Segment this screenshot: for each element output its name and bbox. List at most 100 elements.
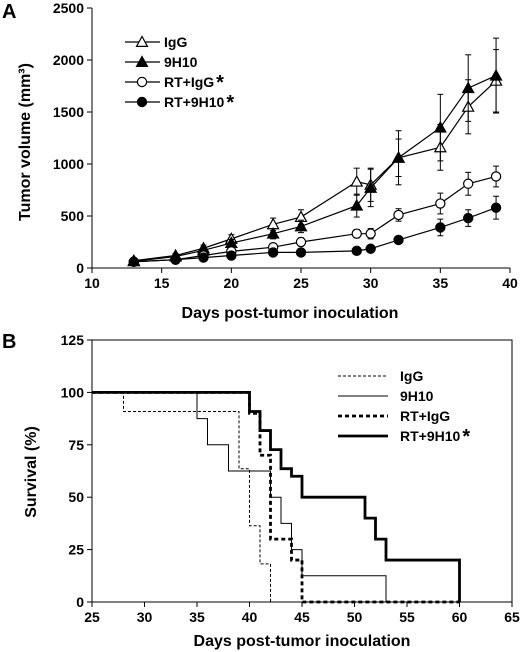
survival-x-tick-label: 25 — [84, 609, 100, 625]
panel-a-label: A — [2, 1, 16, 23]
tumor-volume-point — [128, 256, 139, 267]
tumor-volume-point — [393, 234, 404, 246]
survival-y-tick-label: 50 — [68, 489, 84, 505]
survival-x-tick-label: 65 — [504, 609, 520, 625]
tumor-volume-point — [198, 252, 209, 263]
survival-y-tick-label: 125 — [61, 332, 85, 348]
tumor-volume-y-axis-title: Tumor volume (mm³) — [17, 63, 34, 221]
tumor-volume-legend-item: IgG — [125, 34, 187, 50]
tumor-volume-chart: 10 15 20 25 30 35 40 0 500 1000 1500 2000 2500 Tumor… — [17, 0, 518, 322]
tumor-volume-point — [463, 178, 474, 189]
survival-curve-igg — [92, 391, 302, 603]
legend-marker — [136, 76, 148, 88]
tumor-volume-x-tick-label: 30 — [363, 275, 379, 291]
tumor-volume-legend-label: RT+9H10 — [164, 94, 225, 110]
survival-x-tick-label: 55 — [399, 609, 415, 625]
tumor-volume-point — [393, 209, 404, 221]
tumor-volume-point — [461, 81, 475, 94]
survival-x-tick-label: 35 — [189, 609, 205, 625]
tumor-volume-point — [295, 247, 307, 258]
tumor-volume-point — [365, 243, 376, 254]
survival-legend-label: RT+IgG — [400, 408, 450, 424]
tumor-volume-point — [490, 202, 502, 213]
tumor-volume-point — [463, 212, 474, 224]
panel-b-label: B — [2, 331, 16, 353]
significance-star: * — [216, 72, 224, 94]
significance-star: * — [462, 426, 470, 448]
significance-star: * — [226, 92, 234, 114]
survival-legend-item: RT+9H10 * — [338, 426, 470, 448]
tumor-volume-axes: 10 15 20 25 30 35 40 0 500 1000 1500 2000 2500 — [53, 0, 518, 291]
tumor-volume-line — [133, 80, 497, 262]
tumor-volume-legend-item: RT+IgG * — [125, 72, 224, 94]
survival-legend-label: RT+9H10 — [400, 428, 461, 444]
tumor-volume-x-tick-label: 25 — [293, 275, 309, 291]
tumor-volume-point — [433, 120, 447, 133]
tumor-volume-y-tick-label: 2500 — [53, 0, 84, 16]
survival-x-tick-label: 40 — [242, 609, 258, 625]
tumor-volume-point — [267, 247, 279, 258]
survival-x-tick-label: 60 — [452, 609, 468, 625]
tumor-volume-legend-label: 9H10 — [164, 54, 198, 70]
tumor-volume-point — [350, 174, 364, 187]
tumor-volume-legend-label: RT+IgG — [164, 74, 214, 90]
tumor-volume-series — [127, 37, 503, 267]
tumor-volume-point — [266, 226, 280, 239]
legend-marker — [135, 55, 149, 68]
tumor-volume-point — [392, 151, 406, 163]
tumor-volume-y-tick-label: 1500 — [53, 104, 84, 120]
survival-legend-item: RT+IgG — [338, 408, 450, 424]
tumor-volume-point — [489, 68, 503, 81]
tumor-volume-y-tick-label: 500 — [61, 208, 85, 224]
survival-y-tick-label: 25 — [68, 542, 84, 558]
survival-x-axis-title: Days post-tumor inoculation — [194, 633, 411, 650]
survival-legend: IgG 9H10 RT+IgG RT+9H10 * — [338, 368, 470, 448]
tumor-volume-point — [435, 222, 446, 233]
tumor-volume-point — [350, 198, 364, 211]
tumor-volume-y-tick-label: 2000 — [53, 52, 84, 68]
tumor-volume-series-rt-igg — [128, 165, 502, 267]
survival-x-tick-label: 50 — [347, 609, 363, 625]
survival-y-tick-label: 75 — [68, 437, 84, 453]
tumor-volume-point — [351, 228, 362, 239]
tumor-volume-x-tick-label: 15 — [154, 275, 170, 291]
tumor-volume-point — [226, 250, 237, 261]
survival-x-tick-label: 45 — [294, 609, 310, 625]
tumor-volume-point — [435, 198, 446, 209]
tumor-volume-x-tick-label: 20 — [224, 275, 240, 291]
tumor-volume-series-9h10 — [127, 37, 503, 267]
tumor-volume-line — [133, 75, 497, 262]
legend-marker — [136, 96, 148, 108]
tumor-volume-y-tick-label: 0 — [76, 260, 84, 276]
survival-series — [92, 391, 461, 604]
tumor-volume-point — [490, 171, 502, 182]
tumor-volume-point — [364, 181, 378, 193]
survival-legend-item: IgG — [338, 368, 423, 384]
tumor-volume-point — [170, 254, 181, 265]
survival-y-tick-label: 0 — [76, 594, 84, 610]
survival-y-axis-title: Survival (%) — [23, 426, 40, 518]
tumor-volume-point — [365, 228, 376, 239]
tumor-volume-legend-item: 9H10 — [125, 54, 198, 70]
survival-curve-rt-9h10 — [92, 391, 461, 602]
legend-marker — [135, 35, 149, 48]
tumor-volume-series-rt-9h10 — [128, 195, 502, 267]
survival-legend-label: 9H10 — [400, 388, 434, 404]
tumor-volume-legend-item: RT+9H10 * — [125, 92, 234, 114]
tumor-volume-x-tick-label: 40 — [502, 275, 518, 291]
tumor-volume-x-tick-label: 10 — [84, 275, 100, 291]
tumor-volume-legend-label: IgG — [164, 34, 187, 50]
survival-curve-rt-igg — [92, 391, 460, 604]
survival-legend-item: 9H10 — [338, 388, 434, 404]
tumor-volume-x-tick-label: 35 — [433, 275, 449, 291]
survival-y-tick-label: 100 — [61, 384, 85, 400]
tumor-volume-point — [294, 219, 308, 232]
tumor-volume-y-tick-label: 1000 — [53, 156, 84, 172]
tumor-volume-x-axis-title: Days post-tumor inoculation — [182, 305, 399, 322]
tumor-volume-point — [295, 236, 307, 248]
survival-x-tick-label: 30 — [137, 609, 153, 625]
